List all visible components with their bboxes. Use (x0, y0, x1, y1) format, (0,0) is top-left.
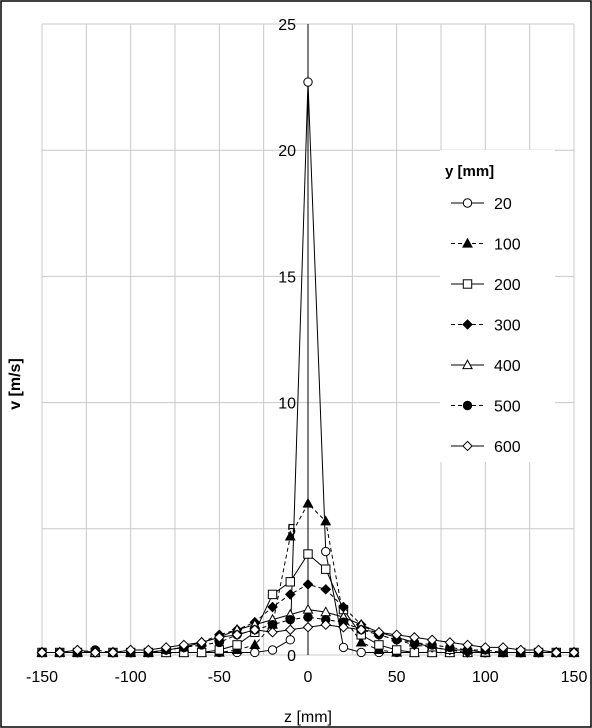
data-point-600 (196, 637, 207, 648)
data-point-600 (54, 647, 66, 658)
y-tick-label: 20 (278, 143, 296, 160)
legend-marker-400 (462, 359, 473, 370)
data-point-600 (426, 634, 438, 646)
data-point-200 (232, 640, 242, 650)
y-tick-label: 25 (278, 17, 296, 34)
data-point-300 (267, 601, 278, 613)
data-point-20 (338, 642, 349, 653)
data-point-200 (285, 577, 295, 587)
data-point-200 (391, 645, 402, 655)
legend-label-20: 20 (494, 196, 512, 213)
data-point-600 (320, 619, 332, 631)
legend-label-100: 100 (494, 237, 521, 254)
legend-title: y [mm] (445, 163, 494, 180)
x-tick-label: 100 (472, 669, 499, 686)
legend-label-500: 500 (494, 399, 521, 416)
y-tick-label: 15 (278, 269, 296, 286)
data-point-600 (338, 621, 349, 633)
legend-marker-500 (462, 400, 473, 411)
y-axis-label: v [m/s] (7, 358, 24, 410)
data-point-600 (533, 644, 544, 656)
y-tick-label: 0 (287, 648, 296, 665)
legend-marker-200 (462, 279, 473, 289)
data-point-20 (250, 647, 260, 658)
data-point-600 (302, 621, 314, 633)
data-point-300 (320, 584, 332, 595)
data-point-600 (267, 626, 278, 638)
data-point-100 (320, 515, 332, 526)
data-point-100 (249, 639, 261, 650)
data-point-200 (267, 589, 278, 600)
data-point-600 (444, 637, 456, 648)
data-point-500 (285, 614, 295, 625)
x-tick-label: 150 (561, 669, 588, 686)
x-tick-label: -100 (115, 669, 147, 686)
data-point-600 (550, 647, 562, 658)
y-tick-labels: 0 5 10 15 20 25 (278, 17, 296, 665)
data-point-600 (178, 639, 190, 651)
data-point-600 (284, 624, 296, 636)
data-point-600 (143, 644, 154, 656)
data-point-600 (249, 624, 261, 636)
data-point-20 (303, 77, 313, 87)
data-point-600 (568, 647, 580, 658)
data-point-600 (355, 624, 367, 636)
data-point-600 (36, 647, 48, 658)
data-point-600 (125, 644, 136, 656)
data-point-600 (497, 642, 509, 653)
x-tick-label: 0 (304, 669, 313, 686)
data-point-600 (480, 642, 491, 653)
x-tick-label: -150 (26, 669, 58, 686)
data-point-300 (302, 579, 314, 590)
x-tick-label: 50 (388, 669, 406, 686)
series-600 (36, 619, 580, 658)
series-group (36, 77, 580, 658)
data-point-200 (321, 564, 331, 574)
data-point-600 (89, 647, 101, 658)
data-point-20 (356, 647, 366, 658)
legend-marker-100 (462, 237, 473, 248)
data-point-600 (160, 642, 172, 653)
data-point-600 (515, 644, 527, 656)
x-tick-labels: -150 -100 -50 0 50 100 150 (26, 669, 587, 686)
data-point-600 (409, 632, 420, 643)
data-point-200 (303, 549, 313, 559)
x-axis-label: z [mm] (284, 709, 332, 726)
data-point-500 (303, 612, 313, 622)
data-point-600 (462, 639, 473, 651)
legend-marker-600 (462, 440, 473, 452)
data-point-600 (373, 626, 385, 638)
legend-label-400: 400 (494, 358, 521, 375)
data-point-600 (391, 629, 402, 641)
legend-label-200: 200 (494, 277, 521, 294)
data-point-200 (374, 640, 384, 650)
legend-label-300: 300 (494, 318, 521, 335)
legend: y [mm] 20 100 200 300 400 500 600 (440, 150, 555, 462)
legend-marker-20 (462, 198, 473, 208)
data-point-100 (302, 497, 314, 508)
data-point-600 (72, 644, 83, 656)
data-point-100 (355, 636, 367, 647)
y-tick-label: 5 (287, 522, 296, 539)
data-point-300 (284, 589, 296, 600)
legend-background (440, 150, 555, 462)
data-point-600 (214, 632, 225, 643)
data-point-100 (284, 530, 296, 541)
data-point-600 (107, 647, 119, 658)
data-point-20 (321, 546, 331, 557)
x-tick-label: -50 (208, 669, 231, 686)
data-point-20 (267, 645, 278, 655)
y-tick-label: 10 (278, 396, 296, 413)
legend-label-600: 600 (494, 439, 521, 456)
data-point-20 (285, 635, 295, 645)
legend-marker-300 (462, 319, 473, 330)
data-point-600 (231, 629, 243, 641)
